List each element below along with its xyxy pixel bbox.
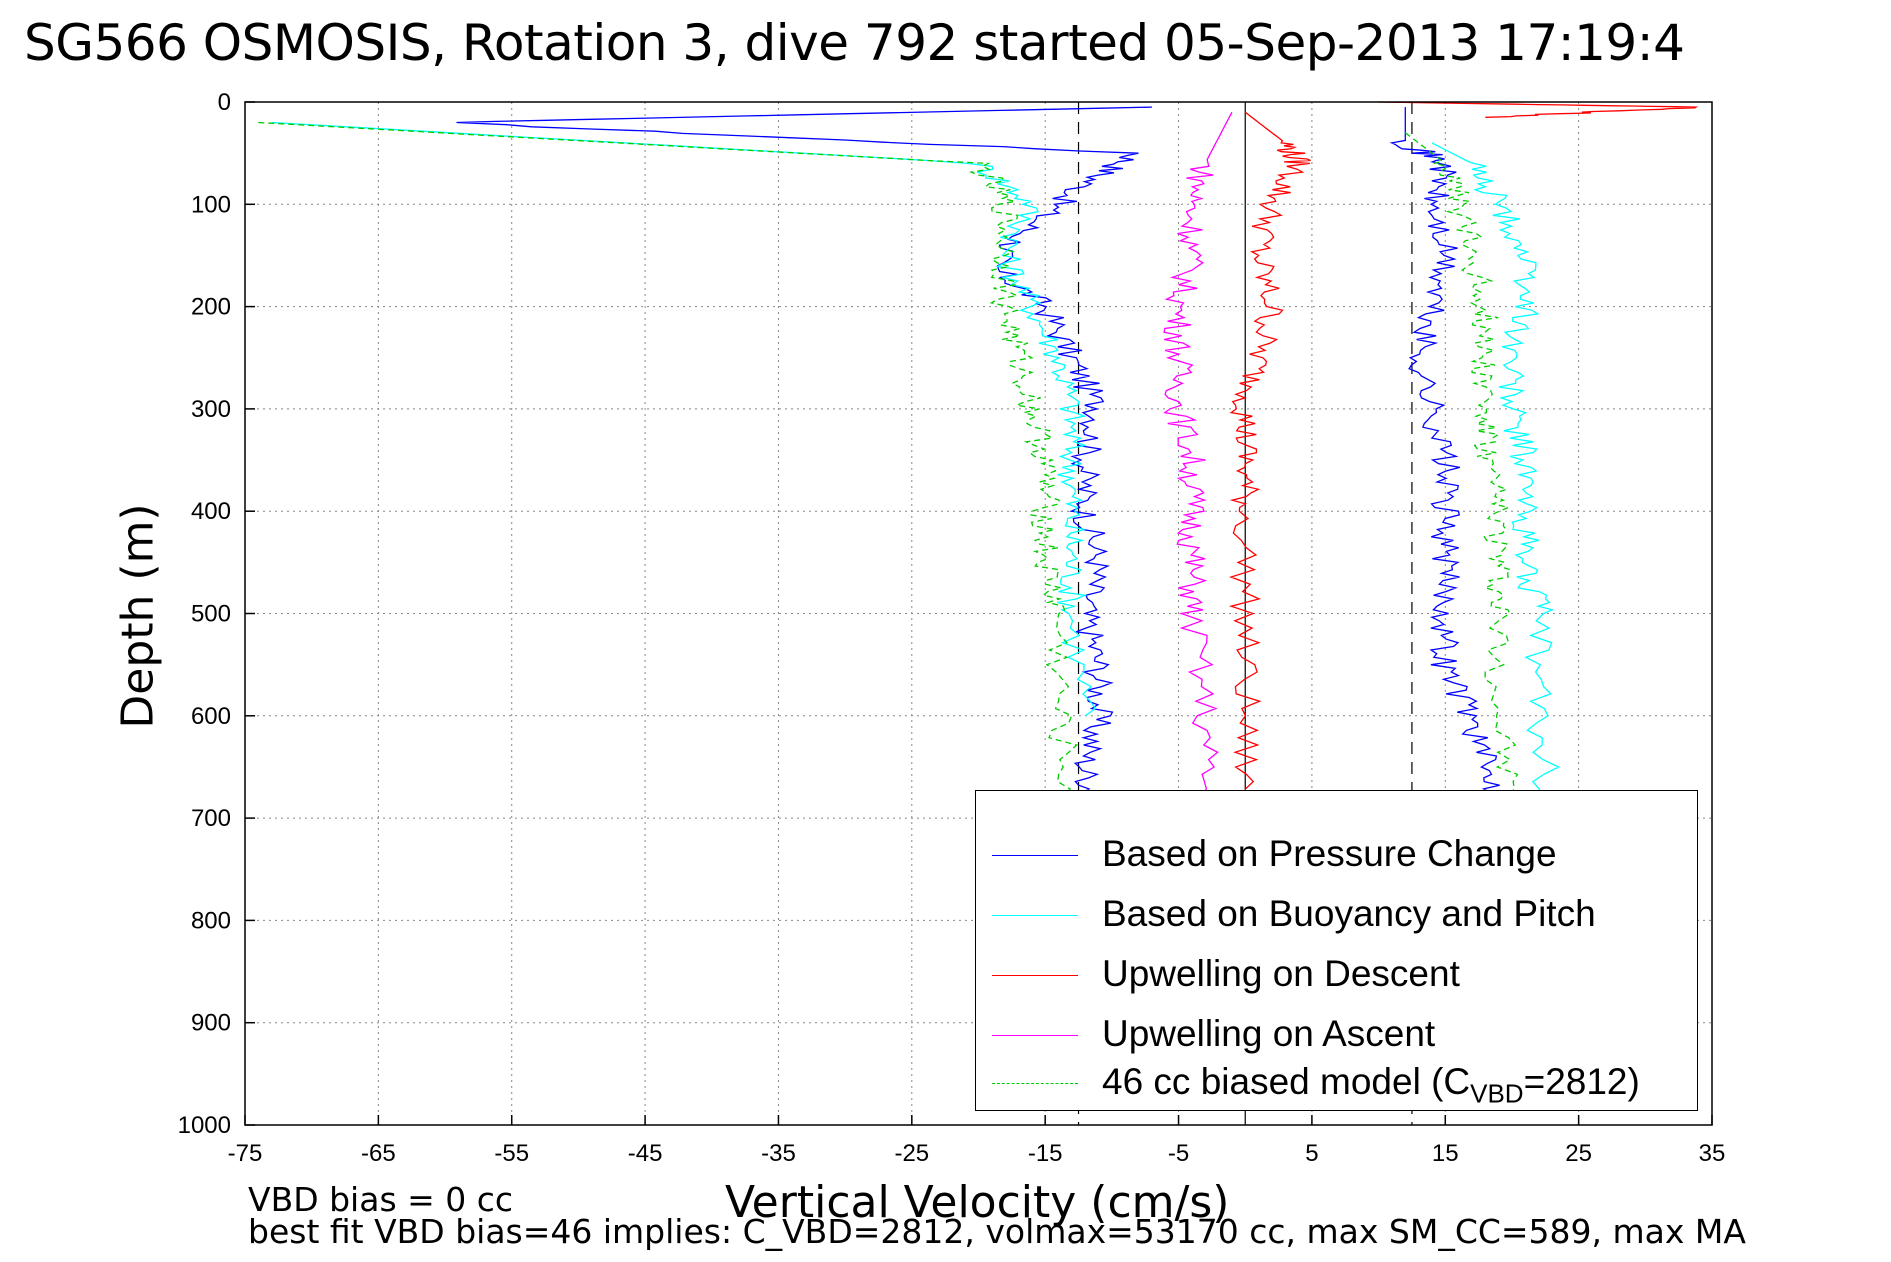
legend-item-model: 46 cc biased model (CVBD=2812) [992, 1059, 1692, 1109]
legend-swatch-model [992, 1083, 1078, 1084]
y-tick-label: 300 [191, 396, 231, 423]
series-layer [258, 101, 1699, 819]
y-tick-label: 900 [191, 1010, 231, 1037]
best-fit-note: best fit VBD bias=46 implies: C_VBD=2812… [248, 1212, 1746, 1251]
legend-item-descent: Upwelling on Descent [992, 951, 1692, 1001]
y-tick-label: 0 [218, 89, 231, 116]
x-tick-label: -65 [361, 1140, 396, 1167]
x-tick-label: -25 [894, 1140, 929, 1167]
y-tick-label: 100 [191, 191, 231, 218]
series-line-3 [1228, 111, 1311, 819]
legend-label-descent: Upwelling on Descent [1102, 953, 1460, 994]
x-tick-labels: -75 -65 -55 -45 -35 -25 -15 -5 5 15 25 35 [228, 1140, 1726, 1167]
series-line-2-b [1431, 142, 1561, 819]
x-tick-label: 35 [1699, 1140, 1726, 1167]
x-axis-label: Vertical Velocity (cm/s) [725, 1177, 1230, 1228]
y-tick-label: 400 [191, 498, 231, 525]
legend-label-pressure: Based on Pressure Change [1102, 833, 1557, 874]
x-tick-label: -45 [628, 1140, 663, 1167]
y-tick-label: 200 [191, 294, 231, 321]
vbd-bias-note: VBD bias = 0 cc [248, 1180, 514, 1219]
y-tick-label: 800 [191, 907, 231, 934]
x-tick-label: -15 [1028, 1140, 1063, 1167]
series-line-1-b [1389, 107, 1516, 819]
series-line-3-spike [1378, 101, 1699, 118]
legend-label-ascent: Upwelling on Ascent [1102, 1013, 1436, 1054]
legend-label-model: 46 cc biased model (CVBD=2812) [1102, 1061, 1640, 1109]
legend: Based on Pressure Change Based on Buoyan… [975, 790, 1698, 1111]
legend-swatch-pressure [992, 855, 1078, 856]
plot-frame [244, 101, 1713, 1126]
y-axis-label: Depth (m) [112, 503, 164, 729]
series-line-2 [271, 121, 1097, 717]
x-tick-label: -75 [228, 1140, 263, 1167]
series-line-5 [258, 121, 1085, 819]
chart-title: SG566 OSMOSIS, Rotation 3, dive 792 star… [24, 14, 1685, 72]
y-tick-labels: 0 100 200 300 400 500 600 700 800 900 1000 [178, 89, 231, 1139]
series-line-4 [1163, 111, 1233, 819]
legend-swatch-descent [992, 975, 1078, 976]
y-tick-label: 700 [191, 805, 231, 832]
x-tick-label: 5 [1305, 1140, 1318, 1167]
y-tick-label: 500 [191, 601, 231, 628]
x-tick-label: 25 [1565, 1140, 1592, 1167]
x-tick-label: -35 [761, 1140, 796, 1167]
legend-label-buoyancy: Based on Buoyancy and Pitch [1102, 893, 1596, 934]
legend-item-pressure: Based on Pressure Change [992, 831, 1692, 881]
legend-item-ascent: Upwelling on Ascent [992, 1011, 1692, 1061]
x-tick-label: -55 [494, 1140, 529, 1167]
x-tick-label: 15 [1432, 1140, 1459, 1167]
legend-swatch-buoyancy [992, 915, 1078, 916]
series-line-1 [456, 106, 1152, 819]
series-line-5-b [1404, 132, 1522, 819]
y-tick-label: 600 [191, 703, 231, 730]
legend-swatch-ascent [992, 1035, 1078, 1036]
legend-item-buoyancy: Based on Buoyancy and Pitch [992, 891, 1692, 941]
x-tick-label: -5 [1168, 1140, 1189, 1167]
y-tick-label: 1000 [178, 1112, 231, 1139]
